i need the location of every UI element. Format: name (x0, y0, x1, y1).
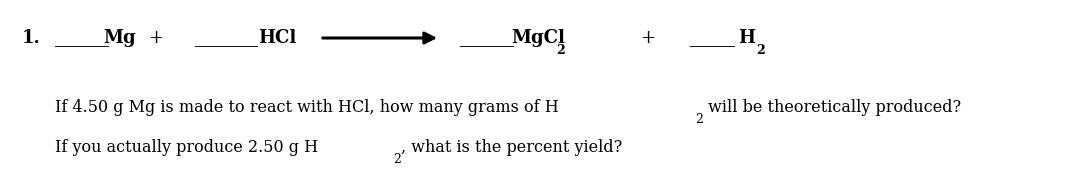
Text: 2: 2 (556, 44, 565, 57)
Text: 2: 2 (756, 44, 765, 57)
Text: If you actually produce 2.50 g H: If you actually produce 2.50 g H (55, 139, 319, 156)
Text: will be theoretically produced?: will be theoretically produced? (703, 100, 961, 117)
Text: Mg: Mg (103, 29, 136, 47)
Text: If 4.50 g Mg is made to react with HCl, how many grams of H: If 4.50 g Mg is made to react with HCl, … (55, 100, 558, 117)
Text: 1.: 1. (22, 29, 41, 47)
Text: +: + (148, 29, 163, 47)
Text: +: + (640, 29, 654, 47)
Text: HCl: HCl (258, 29, 296, 47)
Text: 2: 2 (393, 153, 401, 166)
Text: MgCl: MgCl (511, 29, 565, 47)
Text: _____: _____ (690, 29, 735, 47)
Text: ______: ______ (55, 29, 109, 47)
Text: _______: _______ (195, 29, 258, 47)
Text: 2: 2 (696, 113, 703, 126)
Text: ______: ______ (460, 29, 514, 47)
Text: H: H (738, 29, 755, 47)
Text: , what is the percent yield?: , what is the percent yield? (401, 139, 622, 156)
